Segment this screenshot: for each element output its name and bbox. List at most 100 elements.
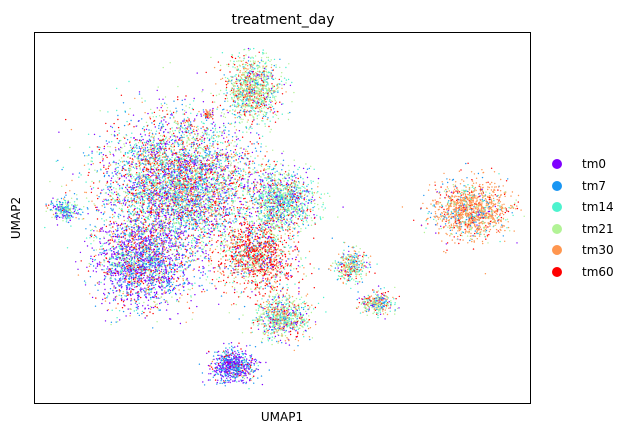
scatter-point — [272, 149, 274, 151]
scatter-point — [149, 198, 152, 200]
scatter-point — [192, 224, 195, 226]
scatter-point — [136, 154, 138, 156]
scatter-point — [136, 174, 138, 176]
scatter-point — [118, 238, 120, 241]
scatter-point — [194, 162, 197, 165]
scatter-point — [203, 122, 205, 125]
scatter-point — [172, 171, 174, 173]
scatter-point — [141, 182, 143, 184]
scatter-point — [157, 177, 159, 179]
scatter-point — [170, 187, 172, 190]
scatter-point — [201, 131, 204, 134]
scatter-point — [167, 194, 169, 196]
scatter-point — [213, 101, 216, 103]
scatter-point — [231, 231, 233, 234]
scatter-point — [215, 180, 217, 182]
scatter-point — [152, 184, 154, 186]
scatter-point — [240, 187, 242, 189]
scatter-point — [218, 223, 221, 225]
scatter-point — [248, 161, 250, 163]
scatter-point — [202, 109, 205, 111]
scatter-point — [177, 122, 179, 125]
scatter-point — [167, 155, 169, 158]
scatter-point — [184, 201, 187, 203]
scatter-point — [204, 131, 206, 133]
scatter-point — [261, 163, 263, 165]
scatter-point — [178, 200, 181, 202]
scatter-point — [200, 205, 203, 207]
scatter-point — [220, 115, 222, 117]
scatter-point — [180, 237, 183, 240]
scatter-point — [183, 118, 185, 120]
scatter-point — [167, 131, 169, 134]
scatter-point — [227, 154, 230, 156]
scatter-point — [257, 143, 260, 145]
scatter-point — [166, 113, 168, 116]
scatter-point — [161, 145, 164, 148]
scatter-point — [204, 150, 206, 152]
scatter-point — [218, 154, 221, 156]
scatter-point — [239, 174, 242, 176]
scatter-point — [93, 230, 95, 232]
scatter-point — [182, 176, 184, 178]
scatter-point — [115, 188, 117, 190]
scatter-point — [218, 176, 220, 178]
scatter-point — [182, 181, 185, 183]
scatter-point — [214, 159, 216, 161]
scatter-point — [199, 169, 201, 171]
scatter-point — [243, 162, 246, 165]
scatter-point — [185, 95, 187, 97]
scatter-point — [278, 173, 280, 176]
scatter-point — [144, 224, 147, 226]
scatter-point — [211, 223, 213, 226]
scatter-point — [166, 168, 168, 170]
scatter-point — [220, 141, 222, 144]
scatter-point — [135, 186, 138, 188]
scatter-point — [150, 151, 153, 153]
scatter-point — [196, 203, 198, 205]
scatter-point — [194, 194, 196, 196]
scatter-point — [146, 177, 148, 180]
scatter-point — [248, 175, 250, 178]
scatter-point — [181, 186, 184, 188]
scatter-point — [121, 166, 124, 168]
scatter-point — [171, 127, 173, 129]
scatter-point — [152, 174, 154, 176]
scatter-point — [193, 97, 195, 100]
scatter-point — [194, 240, 196, 242]
scatter-point — [169, 165, 171, 168]
scatter-point — [184, 224, 187, 226]
scatter-point — [145, 156, 147, 158]
scatter-point — [220, 153, 223, 156]
scatter-point — [216, 221, 218, 223]
scatter-point — [110, 183, 112, 185]
scatter-point — [221, 149, 224, 151]
scatter-point — [238, 210, 241, 212]
scatter-point — [148, 133, 150, 135]
scatter-point — [192, 228, 194, 230]
scatter-point — [110, 177, 113, 179]
scatter-point — [130, 151, 132, 154]
scatter-point — [200, 135, 202, 138]
scatter-point — [111, 213, 114, 216]
scatter-point — [222, 212, 225, 214]
scatter-point — [214, 188, 216, 190]
scatter-point — [138, 158, 140, 160]
scatter-point — [188, 107, 191, 109]
scatter-point — [172, 116, 175, 118]
scatter-point — [195, 164, 198, 167]
scatter-point — [117, 224, 120, 226]
scatter-point — [148, 192, 150, 195]
scatter-point — [203, 211, 205, 214]
scatter-point — [202, 241, 205, 244]
scatter-point — [168, 174, 170, 176]
scatter-point — [177, 218, 180, 220]
scatter-point — [176, 183, 178, 186]
scatter-point — [228, 212, 231, 215]
scatter-point — [193, 143, 195, 145]
scatter-point — [198, 215, 201, 217]
scatter-point — [205, 232, 207, 234]
scatter-point — [121, 186, 123, 189]
scatter-point — [212, 127, 214, 129]
scatter-point — [207, 190, 209, 193]
